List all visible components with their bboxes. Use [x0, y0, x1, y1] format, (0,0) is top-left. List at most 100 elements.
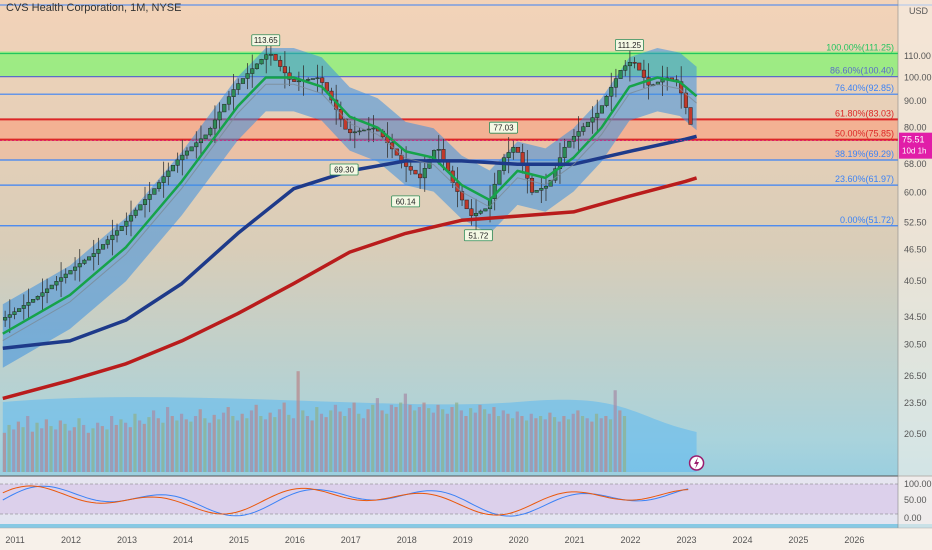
- candle-body: [45, 288, 50, 293]
- volume-bar: [315, 407, 319, 472]
- candle-body: [82, 259, 87, 264]
- volume-bar: [249, 410, 254, 472]
- year-tick-label: 2016: [285, 535, 305, 545]
- candle-body: [422, 168, 427, 179]
- volume-bar: [240, 413, 244, 472]
- candle-body: [548, 179, 553, 187]
- candle-body: [534, 190, 539, 193]
- fib-zone-golden: [0, 119, 898, 140]
- candle-body: [147, 194, 152, 200]
- volume-bar: [221, 412, 226, 472]
- volume-bar: [100, 426, 104, 472]
- candle-body: [7, 314, 12, 318]
- candle-body: [529, 178, 535, 193]
- volume-bar: [268, 412, 272, 472]
- candle-body: [26, 302, 31, 306]
- volume-bar: [165, 407, 170, 472]
- flash-icon-glyph: [694, 457, 700, 469]
- candle-body: [35, 296, 40, 300]
- peak-label: 51.72: [468, 231, 489, 240]
- volume-bar: [538, 416, 543, 472]
- candle-body: [114, 230, 120, 236]
- candle-body: [460, 191, 465, 201]
- current-price-badge: [899, 132, 932, 159]
- candle-body: [273, 54, 278, 61]
- volume-bar: [408, 404, 412, 472]
- volume-bar: [441, 409, 445, 472]
- volume-bar: [35, 422, 39, 472]
- candle-body: [292, 79, 297, 82]
- volume-bar: [287, 414, 291, 472]
- oscillator-tick-label: 100.00: [904, 479, 932, 489]
- volume-bar: [347, 408, 352, 472]
- year-tick-label: 2020: [509, 535, 529, 545]
- peak-label-box: [489, 121, 518, 134]
- candle-body: [245, 73, 250, 79]
- candle-body: [613, 78, 618, 88]
- volume-bar: [552, 417, 557, 472]
- volume-bar: [622, 416, 627, 472]
- volume-bar: [473, 412, 477, 472]
- volume-bar: [77, 418, 81, 472]
- volume-bar: [175, 420, 179, 472]
- candle-body: [217, 111, 222, 121]
- volume-bar: [501, 410, 505, 472]
- volume-bar: [366, 409, 370, 472]
- volume-bar: [590, 421, 594, 472]
- envelope-midline: [2, 83, 697, 342]
- volume-bar: [548, 412, 552, 472]
- candle-body: [161, 176, 166, 183]
- volume-bar: [483, 409, 487, 472]
- volume-bar: [40, 428, 44, 472]
- volume-bar: [259, 416, 263, 472]
- candle-body: [264, 54, 269, 60]
- price-axis-panel: [898, 0, 932, 550]
- fib-level-label: 100.00%(111.25): [826, 43, 894, 53]
- volume-bar: [156, 418, 160, 472]
- volume-bar: [30, 431, 34, 472]
- volume-bar: [105, 429, 109, 472]
- volume-bar: [7, 424, 11, 472]
- fib-level-label: 0.00%(51.72): [840, 215, 894, 225]
- candle-body: [688, 107, 693, 125]
- candle-countdown: 10d 1h: [902, 147, 926, 156]
- moving-average-ma_fast: [2, 76, 698, 335]
- volume-bar: [179, 413, 184, 472]
- volume-bar: [12, 429, 16, 472]
- candle-body: [124, 220, 129, 227]
- fib-level-label: 61.80%(83.03): [835, 108, 894, 118]
- volume-bar: [436, 404, 440, 472]
- moving-average-ma_slow: [2, 176, 698, 401]
- candle-body: [320, 77, 325, 83]
- candle-body: [100, 244, 106, 250]
- volume-bar: [585, 418, 589, 472]
- year-tick-label: 2013: [117, 535, 137, 545]
- candle-body: [562, 146, 567, 158]
- volume-bar: [263, 419, 268, 472]
- candle-body: [436, 149, 441, 151]
- volume-bar: [147, 417, 151, 472]
- candle-body: [96, 248, 101, 254]
- candle-body: [306, 79, 311, 81]
- candle-body: [31, 299, 36, 303]
- volume-bar: [534, 418, 538, 472]
- candle-body: [77, 263, 82, 268]
- volume-bar: [217, 419, 221, 472]
- candle-body: [357, 130, 362, 133]
- candle-body: [128, 215, 134, 222]
- volume-bar: [524, 420, 529, 472]
- volume-bar: [119, 419, 123, 472]
- volume-bar: [352, 402, 356, 472]
- volume-bar: [296, 371, 300, 472]
- volume-bar: [385, 413, 389, 472]
- candle-body: [105, 239, 110, 245]
- candle-body: [553, 168, 558, 181]
- volume-bar: [161, 422, 165, 472]
- volume-bar: [338, 411, 342, 472]
- volume-bar: [394, 407, 398, 472]
- volume-bar: [207, 422, 212, 472]
- volume-bar: [557, 421, 561, 472]
- candle-body: [511, 146, 516, 153]
- candle-body: [166, 170, 171, 177]
